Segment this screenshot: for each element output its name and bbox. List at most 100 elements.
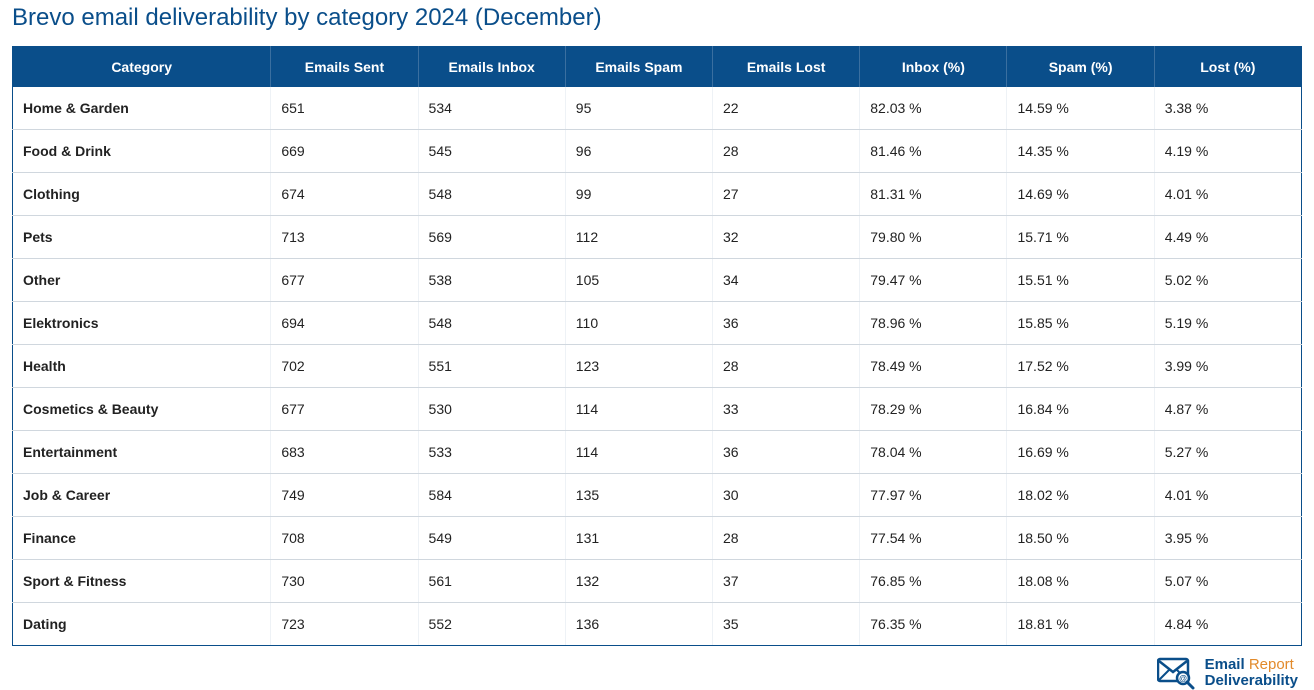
table-cell: Job & Career	[13, 474, 271, 517]
col-spam: Emails Spam	[565, 47, 712, 88]
table-cell: 76.35 %	[860, 603, 1007, 646]
col-category: Category	[13, 47, 271, 88]
table-cell: Elektronics	[13, 302, 271, 345]
table-cell: 4.19 %	[1154, 130, 1301, 173]
table-cell: 114	[565, 388, 712, 431]
table-cell: 5.19 %	[1154, 302, 1301, 345]
table-cell: 79.47 %	[860, 259, 1007, 302]
table-cell: 5.27 %	[1154, 431, 1301, 474]
table-cell: 28	[713, 517, 860, 560]
table-cell: 27	[713, 173, 860, 216]
table-cell: 36	[713, 431, 860, 474]
table-cell: 5.02 %	[1154, 259, 1301, 302]
table-cell: 96	[565, 130, 712, 173]
table-cell: 81.31 %	[860, 173, 1007, 216]
table-cell: 18.81 %	[1007, 603, 1154, 646]
table-cell: 14.59 %	[1007, 87, 1154, 130]
logo-container: @ Email Report Deliverability	[12, 646, 1302, 690]
table-cell: 123	[565, 345, 712, 388]
table-cell: 730	[271, 560, 418, 603]
table-cell: 15.71 %	[1007, 216, 1154, 259]
table-cell: 35	[713, 603, 860, 646]
logo-word-email: Email	[1205, 656, 1245, 673]
table-cell: 749	[271, 474, 418, 517]
table-cell: 4.49 %	[1154, 216, 1301, 259]
table-cell: 77.97 %	[860, 474, 1007, 517]
table-cell: 77.54 %	[860, 517, 1007, 560]
table-cell: 669	[271, 130, 418, 173]
table-cell: 683	[271, 431, 418, 474]
table-cell: Entertainment	[13, 431, 271, 474]
table-cell: 14.69 %	[1007, 173, 1154, 216]
table-cell: 548	[418, 302, 565, 345]
table-cell: 569	[418, 216, 565, 259]
svg-text:@: @	[1179, 674, 1187, 683]
table-cell: 4.87 %	[1154, 388, 1301, 431]
table-cell: 34	[713, 259, 860, 302]
table-cell: 15.51 %	[1007, 259, 1154, 302]
table-row: Health7025511232878.49 %17.52 %3.99 %	[13, 345, 1302, 388]
page-title: Brevo email deliverability by category 2…	[12, 0, 1302, 46]
table-cell: 15.85 %	[1007, 302, 1154, 345]
col-lost-pct: Lost (%)	[1154, 47, 1301, 88]
table-cell: 3.95 %	[1154, 517, 1301, 560]
table-cell: 549	[418, 517, 565, 560]
table-cell: Sport & Fitness	[13, 560, 271, 603]
table-cell: 16.69 %	[1007, 431, 1154, 474]
logo-text: Email Report Deliverability	[1205, 657, 1298, 689]
table-cell: 32	[713, 216, 860, 259]
table-cell: 674	[271, 173, 418, 216]
table-cell: 28	[713, 130, 860, 173]
table-cell: Dating	[13, 603, 271, 646]
col-spam-pct: Spam (%)	[1007, 47, 1154, 88]
table-cell: 33	[713, 388, 860, 431]
table-cell: 95	[565, 87, 712, 130]
table-cell: 4.01 %	[1154, 474, 1301, 517]
table-cell: 18.08 %	[1007, 560, 1154, 603]
table-cell: Clothing	[13, 173, 271, 216]
table-cell: 82.03 %	[860, 87, 1007, 130]
logo-word-report: Report	[1249, 656, 1294, 673]
table-cell: 694	[271, 302, 418, 345]
table-cell: 708	[271, 517, 418, 560]
col-sent: Emails Sent	[271, 47, 418, 88]
table-cell: 78.96 %	[860, 302, 1007, 345]
col-inbox: Emails Inbox	[418, 47, 565, 88]
table-row: Cosmetics & Beauty6775301143378.29 %16.8…	[13, 388, 1302, 431]
table-cell: 135	[565, 474, 712, 517]
brand-logo: @ Email Report Deliverability	[1157, 656, 1298, 690]
table-body: Home & Garden651534952282.03 %14.59 %3.3…	[13, 87, 1302, 646]
table-cell: 36	[713, 302, 860, 345]
table-row: Other6775381053479.47 %15.51 %5.02 %	[13, 259, 1302, 302]
table-cell: 5.07 %	[1154, 560, 1301, 603]
table-cell: 37	[713, 560, 860, 603]
table-header-row: Category Emails Sent Emails Inbox Emails…	[13, 47, 1302, 88]
table-row: Finance7085491312877.54 %18.50 %3.95 %	[13, 517, 1302, 560]
table-cell: 651	[271, 87, 418, 130]
logo-line1: Email Report	[1205, 657, 1298, 673]
table-cell: 81.46 %	[860, 130, 1007, 173]
table-cell: 28	[713, 345, 860, 388]
table-cell: Pets	[13, 216, 271, 259]
table-cell: 99	[565, 173, 712, 216]
table-cell: 30	[713, 474, 860, 517]
table-row: Home & Garden651534952282.03 %14.59 %3.3…	[13, 87, 1302, 130]
table-cell: 79.80 %	[860, 216, 1007, 259]
table-cell: Food & Drink	[13, 130, 271, 173]
table-cell: 22	[713, 87, 860, 130]
table-cell: 534	[418, 87, 565, 130]
table-row: Elektronics6945481103678.96 %15.85 %5.19…	[13, 302, 1302, 345]
table-cell: 530	[418, 388, 565, 431]
table-cell: 584	[418, 474, 565, 517]
table-cell: Cosmetics & Beauty	[13, 388, 271, 431]
table-cell: 112	[565, 216, 712, 259]
table-cell: 78.49 %	[860, 345, 1007, 388]
table-cell: 131	[565, 517, 712, 560]
envelope-magnifier-icon: @	[1157, 656, 1197, 690]
table-cell: 76.85 %	[860, 560, 1007, 603]
table-cell: 110	[565, 302, 712, 345]
table-cell: 677	[271, 388, 418, 431]
table-row: Food & Drink669545962881.46 %14.35 %4.19…	[13, 130, 1302, 173]
table-row: Sport & Fitness7305611323776.85 %18.08 %…	[13, 560, 1302, 603]
table-cell: 3.99 %	[1154, 345, 1301, 388]
